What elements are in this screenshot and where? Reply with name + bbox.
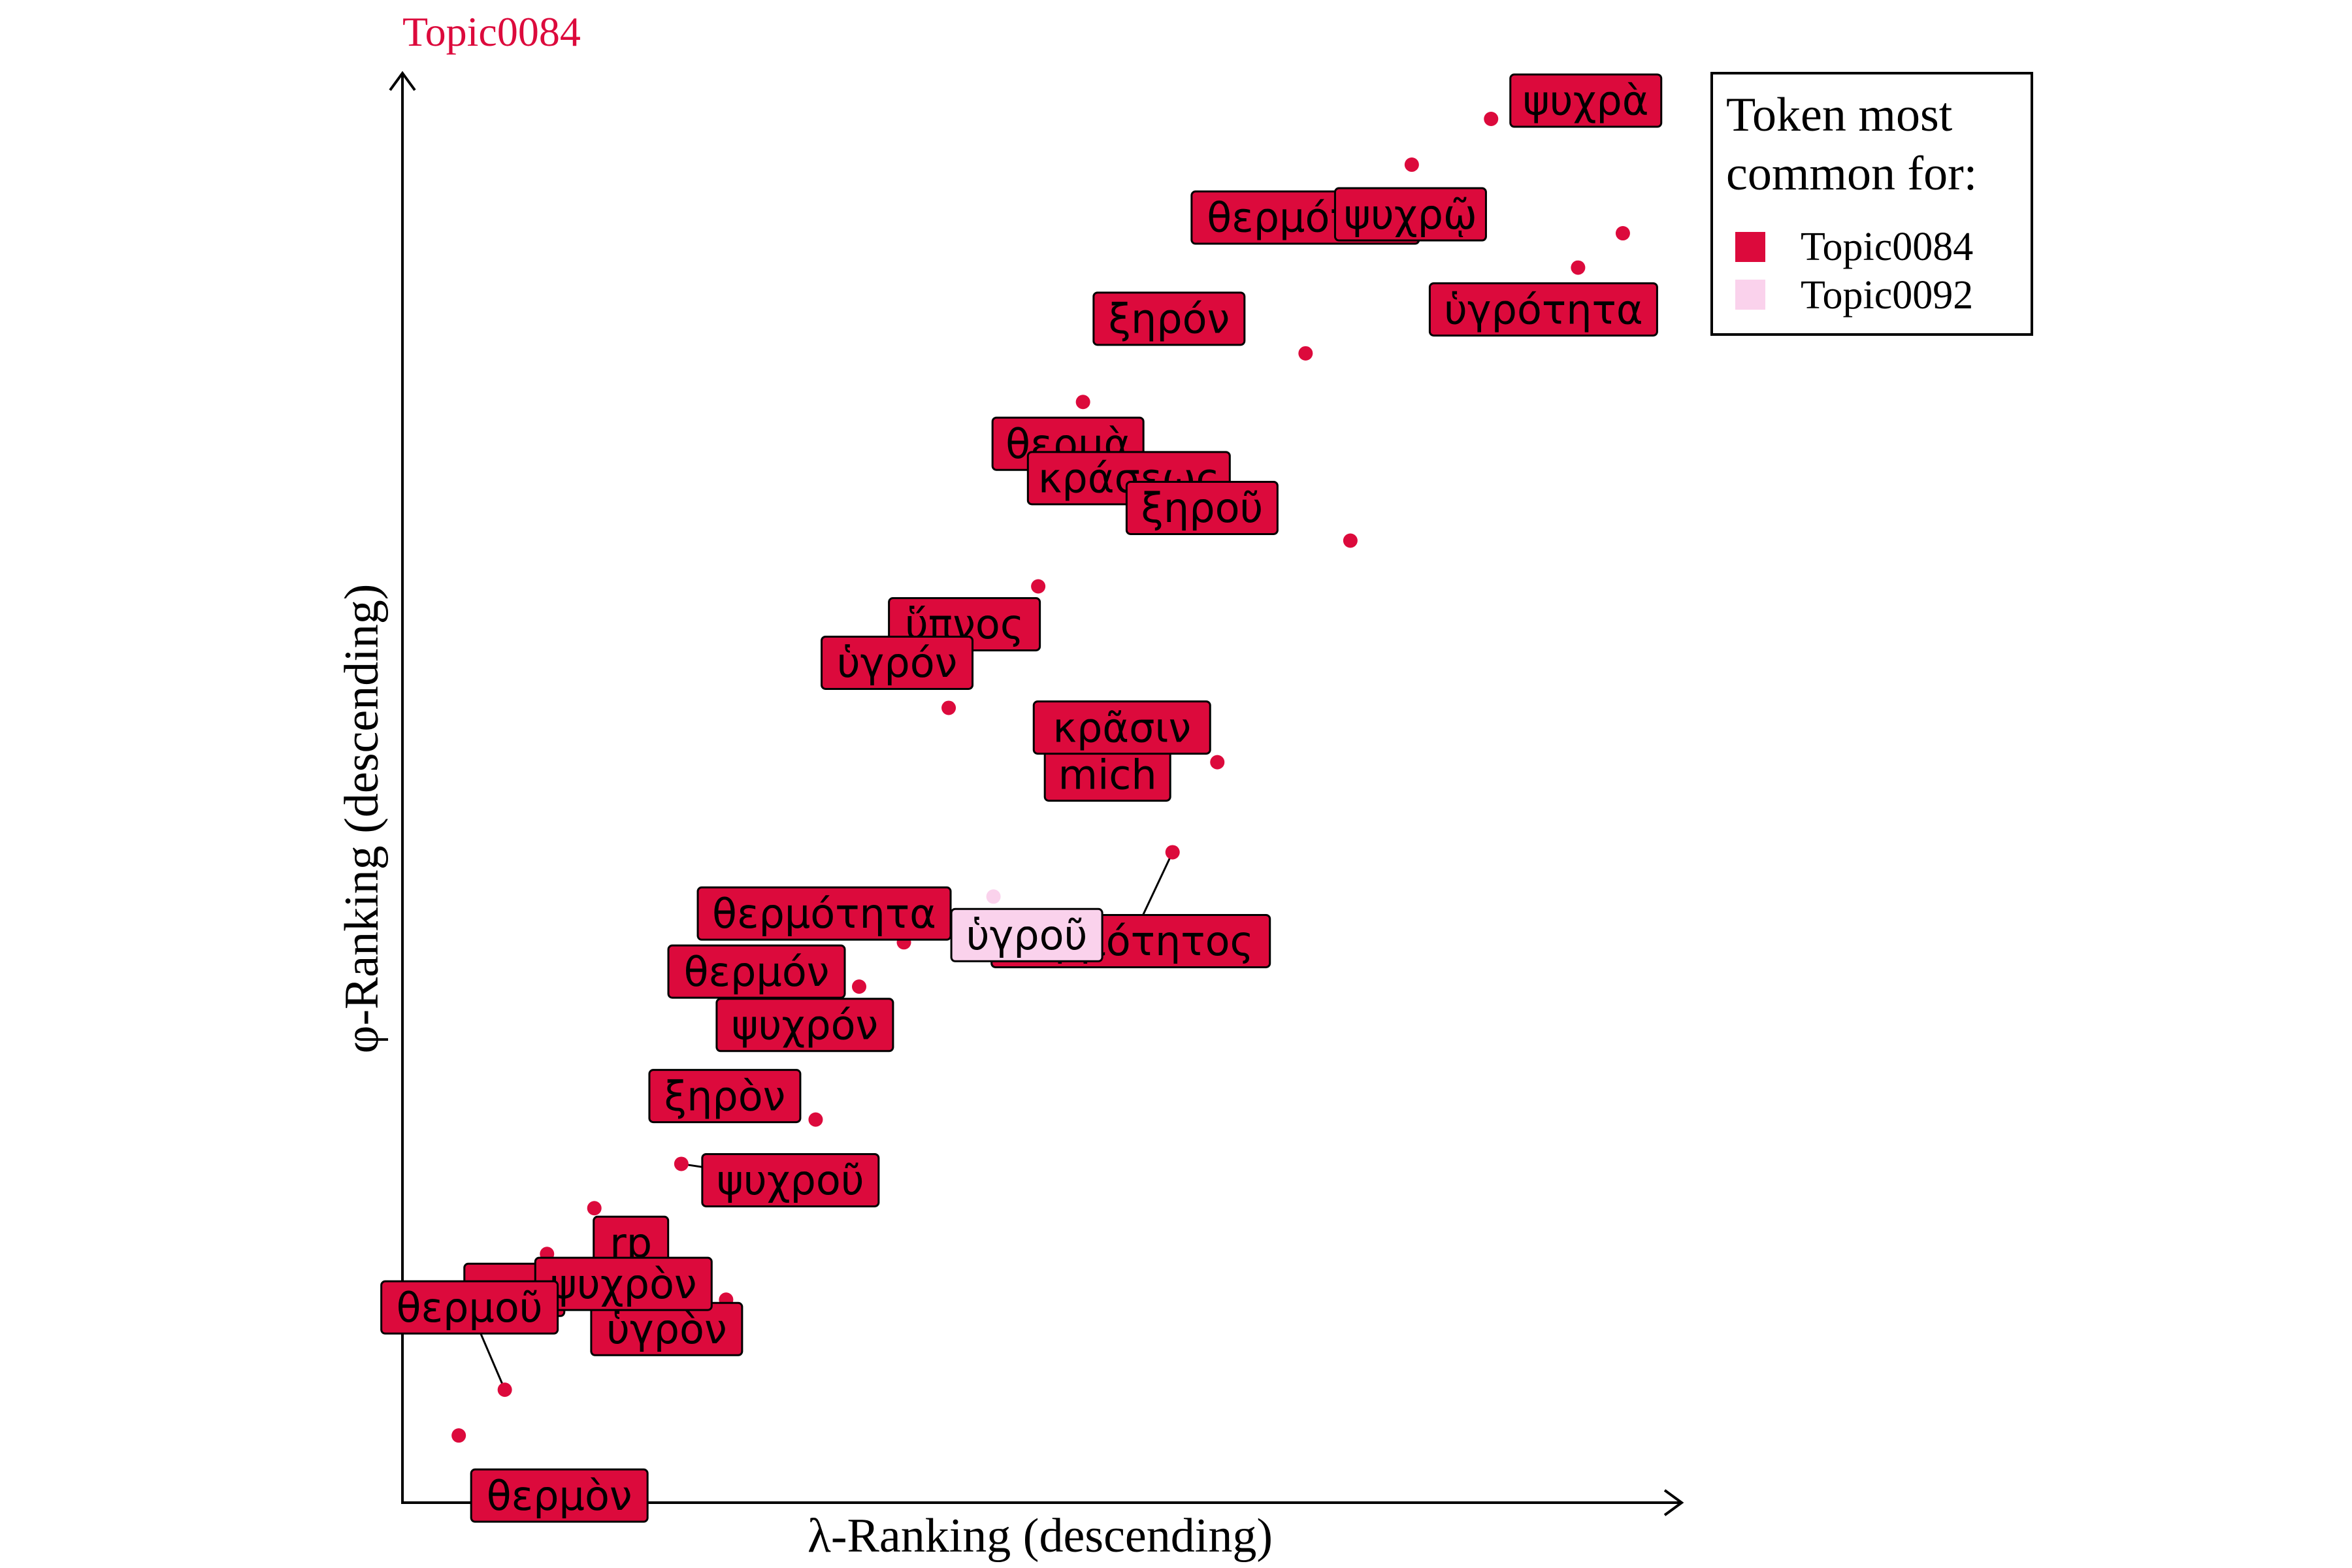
token-label: θερμοῦ (380, 1280, 559, 1335)
token-label-box (648, 1069, 802, 1124)
data-point (986, 889, 1001, 904)
token-label-text: ὑγρὸν (606, 1305, 727, 1353)
token-label-box (470, 1468, 649, 1523)
y-axis-arrowhead (389, 71, 416, 91)
data-point (808, 1112, 823, 1127)
token-label-text: θερμὸν (487, 1472, 632, 1520)
data-point (497, 1382, 512, 1397)
token-label-box (1428, 282, 1658, 337)
token-label-text: ψυχρὰ (1523, 77, 1649, 125)
data-point (1075, 395, 1090, 410)
x-axis-label: λ-Ranking (descending) (808, 1509, 1273, 1563)
token-label: θερμὸν (470, 1468, 649, 1523)
token-label: ψυχρόν (715, 998, 894, 1053)
legend-swatch-topic0092 (1735, 280, 1765, 310)
token-label: ξηροῦ (1125, 480, 1279, 535)
token-label-text: θερμότητα (712, 890, 936, 938)
token-label: ὑγρόν (821, 635, 974, 690)
token-label-text: ψυχροῦ (717, 1156, 864, 1204)
token-label: κρᾶσιν (1032, 700, 1211, 755)
token-label-box (1509, 73, 1663, 128)
data-point (587, 1201, 602, 1216)
data-point (1404, 157, 1419, 172)
token-label-text: ὑγροῦ (966, 911, 1088, 959)
data-point (451, 1428, 466, 1443)
token-label: ψυχρὰ (1509, 73, 1663, 128)
legend-title-line-2: common for: (1726, 147, 1977, 201)
token-label-text: θερμοῦ (397, 1284, 543, 1331)
token-label-text: ξηρόν (1108, 295, 1230, 343)
token-label: mich (1043, 747, 1171, 802)
token-label-box (1125, 480, 1279, 535)
token-labels: ψυχρὰθερμότηςψυχρῷὑγρότηταξηρόνθερμὰκράσ… (380, 73, 1663, 1523)
y-axis-label: φ-Ranking (descending) (335, 584, 389, 1054)
data-point (852, 979, 867, 994)
token-label-box (1032, 700, 1211, 755)
legend-title-line-1: Token most (1726, 88, 1953, 142)
data-point (941, 700, 956, 715)
token-label: ὑγροῦ (950, 907, 1103, 962)
x-axis-arrowhead (1663, 1489, 1684, 1516)
token-label-text: ὑγρόν (837, 639, 958, 687)
token-label: ψυχρῷ (1333, 187, 1487, 242)
token-label-text: κρᾶσιν (1053, 704, 1191, 751)
data-point (1210, 755, 1225, 770)
token-label: ξηρόν (1092, 291, 1246, 346)
data-point (1031, 579, 1046, 594)
data-point (674, 1156, 689, 1171)
token-label-box (380, 1280, 559, 1335)
legend-swatch-topic0084 (1735, 232, 1765, 262)
token-label-box (701, 1152, 880, 1207)
token-label: ψυχροῦ (701, 1152, 880, 1207)
token-label: ὑγρότητα (1428, 282, 1658, 337)
token-label-box (696, 886, 952, 941)
token-label-box (667, 944, 846, 999)
token-label-text: ξηρὸν (664, 1072, 786, 1120)
token-label-text: ὑγρότητα (1444, 286, 1643, 333)
token-label: θερμότητα (696, 886, 952, 941)
data-points (451, 112, 1630, 1443)
legend: Token most common for: Topic0084 Topic00… (1710, 72, 2033, 336)
token-label-box (821, 635, 974, 690)
token-label-text: ψυχρὸν (550, 1260, 697, 1308)
token-label: ξηρὸν (648, 1069, 802, 1124)
token-label: ψυχρὸν (534, 1256, 713, 1311)
token-label-text: ψυχρόν (732, 1001, 879, 1049)
token-label-text: θερμόν (684, 948, 830, 996)
data-point (1484, 112, 1499, 127)
data-point (1343, 533, 1358, 548)
chart-title: Topic0084 (402, 8, 581, 55)
token-label-text: ψυχρῷ (1344, 191, 1477, 238)
data-point (1165, 845, 1180, 860)
token-label-box (715, 998, 894, 1053)
data-point (1298, 346, 1313, 361)
token-label: θερμόν (667, 944, 846, 999)
token-label-text: mich (1058, 751, 1157, 798)
legend-label-topic0084: Topic0084 (1801, 225, 1973, 269)
data-point (1615, 226, 1630, 241)
legend-label-topic0092: Topic0092 (1801, 273, 1973, 318)
token-label-box (1092, 291, 1246, 346)
data-point (1571, 260, 1586, 275)
token-label-box (1333, 187, 1487, 242)
token-label: ὑγρὸν (590, 1301, 743, 1356)
token-label-text: ξηροῦ (1141, 484, 1263, 532)
